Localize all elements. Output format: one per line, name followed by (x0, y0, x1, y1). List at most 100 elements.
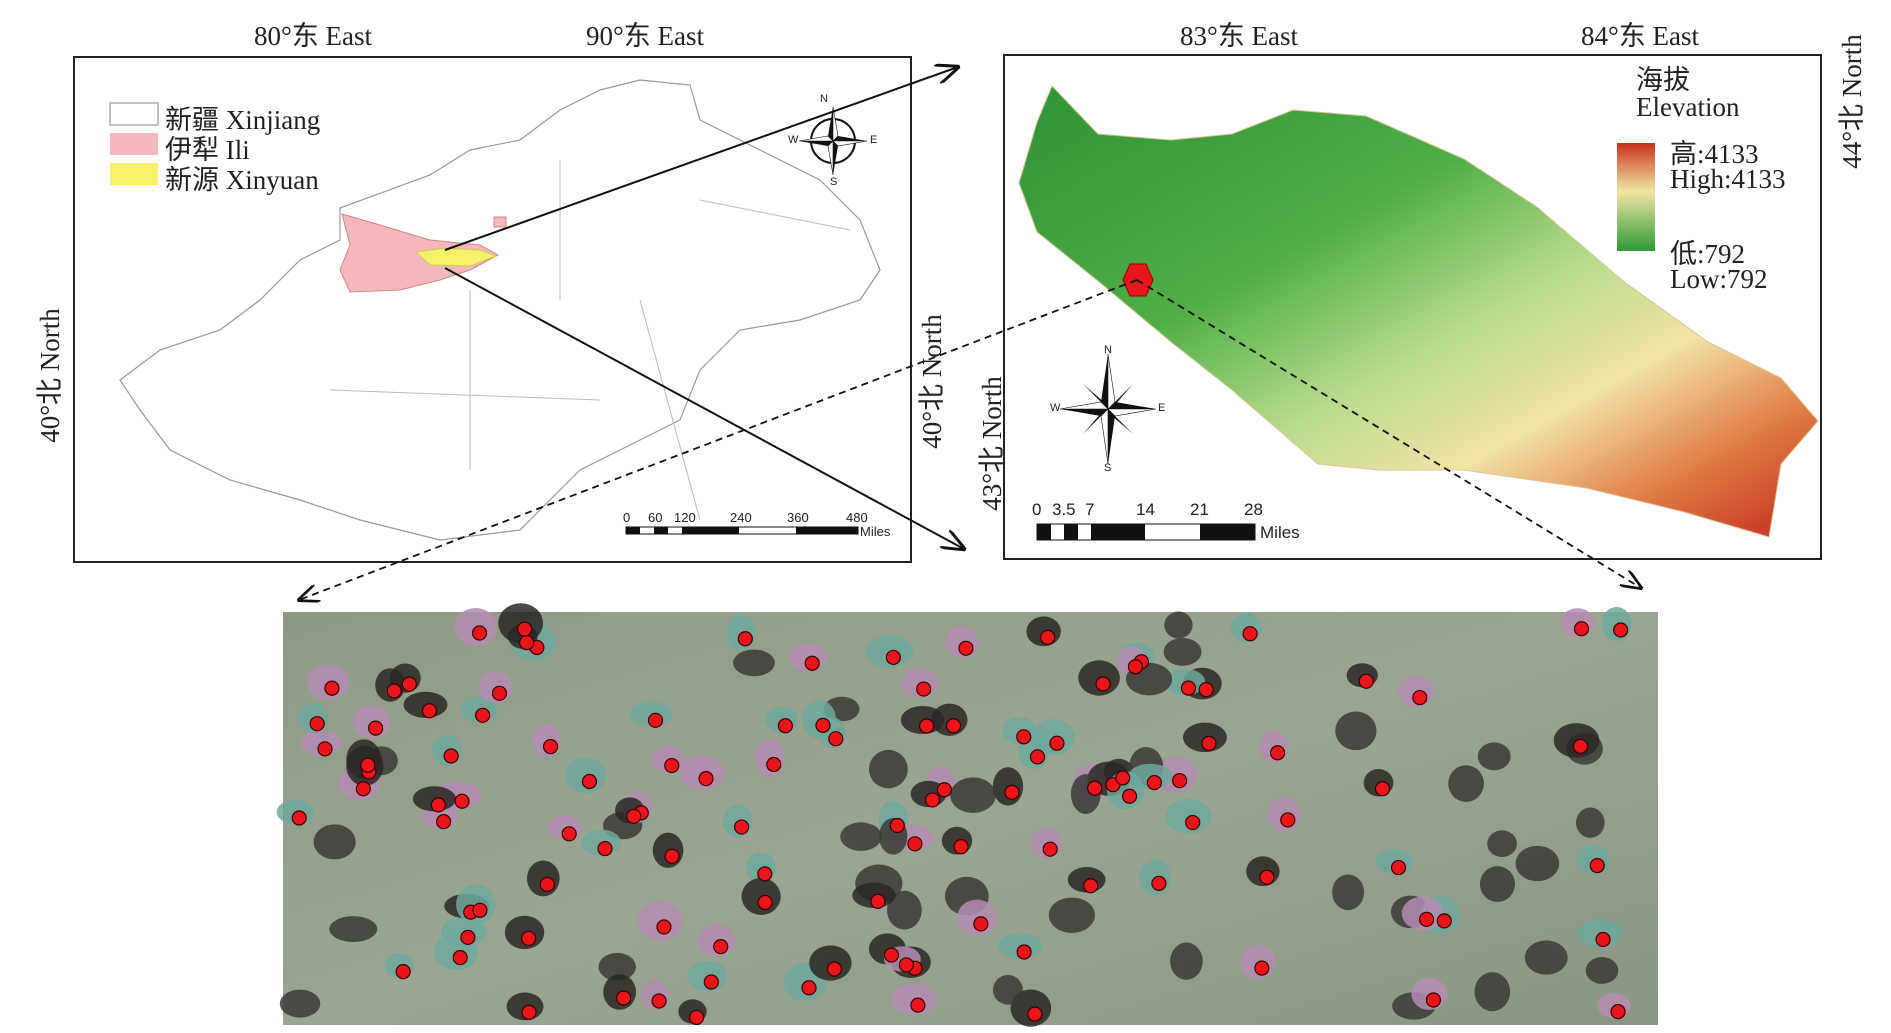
sample-point (916, 681, 932, 697)
sample-point (561, 826, 577, 842)
tree-crown (1585, 957, 1619, 984)
tree-crown (1479, 866, 1516, 902)
sample-point (698, 771, 714, 787)
sample-point (924, 792, 941, 808)
elevation-low-en: Low:792 (1670, 264, 1768, 294)
sample-point (616, 990, 632, 1006)
scale-right-tick: 14 (1136, 500, 1155, 519)
sample-point (517, 621, 533, 637)
tree-crown (1515, 845, 1560, 882)
sample-point (317, 741, 333, 757)
sample-point (1436, 913, 1452, 929)
elevation-high-en: High:4133 (1670, 164, 1786, 194)
compass-rose-icon (798, 106, 868, 176)
sample-point (626, 808, 642, 824)
sample-point (386, 683, 402, 699)
tree-crown (1474, 972, 1511, 1012)
sample-point (713, 939, 729, 955)
latitude-label-right-44: 44°北 North (1836, 34, 1867, 169)
tree-crown (1164, 611, 1193, 639)
scale-left-tick: 0 (623, 510, 631, 525)
tree-crown (329, 916, 378, 943)
sample-point (945, 718, 962, 734)
legend-label-ili: 伊犁 Ili (165, 135, 250, 165)
sample-point (1180, 680, 1197, 696)
prefecture-boundaries (329, 160, 851, 521)
latitude-label-left-40: 40°北 North (34, 308, 65, 443)
sample-point (766, 756, 782, 773)
tree-crown (1575, 807, 1605, 838)
sample-point (664, 848, 680, 864)
sample-point (401, 676, 417, 692)
compass-n: N (820, 93, 828, 105)
compass-rose-icon-right (1059, 353, 1157, 465)
scale-right-unit: Miles (1260, 523, 1300, 542)
elevation-high-cn: 高:4133 (1670, 139, 1759, 169)
sample-point (1613, 622, 1629, 638)
sample-point (870, 893, 886, 909)
sample-point (656, 919, 672, 935)
connector-arrow-bottom (444, 267, 964, 549)
sample-point (1390, 859, 1407, 876)
sample-point (430, 797, 446, 813)
xinyuan-region (414, 247, 498, 267)
sample-point (757, 894, 773, 911)
sample-point (452, 950, 468, 966)
sample-point (1016, 729, 1032, 745)
tree-crown (993, 974, 1023, 1005)
sample-point (1572, 738, 1589, 754)
tree-crown (887, 890, 922, 930)
sample-point (703, 974, 719, 990)
legend-swatch-ili (110, 133, 158, 155)
sample-point (355, 781, 371, 797)
sample-point (1198, 682, 1214, 698)
sample-point (973, 916, 989, 932)
scalebar-right (1036, 523, 1256, 541)
elevation-colorbar (1617, 143, 1655, 251)
sample-point (958, 640, 974, 656)
sample-point (826, 961, 842, 977)
sample-point (1095, 676, 1111, 692)
sample-point (1042, 841, 1058, 857)
sample-point (1254, 960, 1270, 976)
tree-crown (1524, 940, 1568, 975)
sample-point (454, 793, 470, 809)
sample-point (1115, 770, 1131, 786)
sample-point (1040, 629, 1056, 645)
legend-swatch-xinyuan (110, 163, 158, 185)
elevation-legend-title-en: Elevation (1636, 92, 1740, 122)
compass-s: S (830, 176, 838, 188)
scale-right-tick: 0 (1032, 500, 1042, 519)
tree-crown (733, 649, 775, 677)
tree-crown (1448, 765, 1484, 802)
sample-point (737, 631, 753, 647)
tree-crown (840, 822, 882, 851)
longitude-label-84: 84°东 East (1581, 21, 1700, 51)
sample-point (475, 707, 491, 723)
tree-crown (313, 824, 356, 860)
compass-w: W (788, 134, 799, 146)
tree-crown (1477, 742, 1511, 771)
tree-crown (1487, 830, 1517, 857)
sample-point (898, 957, 914, 973)
dashed-connector-left (299, 279, 1138, 600)
scale-right-tick: 21 (1190, 500, 1209, 519)
sample-point (1185, 814, 1201, 831)
elevation-legend-title-cn: 海拔 (1636, 65, 1690, 95)
sample-point (421, 703, 438, 719)
sample-point (885, 649, 901, 666)
sample-point (733, 819, 750, 835)
scale-left-tick: 360 (787, 510, 809, 525)
sample-point (472, 902, 488, 918)
xinjiang-outline (119, 79, 881, 541)
sample-point (309, 716, 325, 732)
sample-point (360, 757, 376, 773)
sample-point (664, 757, 680, 774)
sample-point (542, 738, 559, 755)
tree-crown (868, 749, 908, 789)
sample-point (651, 993, 667, 1009)
legend-label-xinjiang: 新疆 Xinjiang (165, 105, 321, 135)
sample-point (1610, 1004, 1626, 1020)
sample-point (1425, 992, 1442, 1008)
